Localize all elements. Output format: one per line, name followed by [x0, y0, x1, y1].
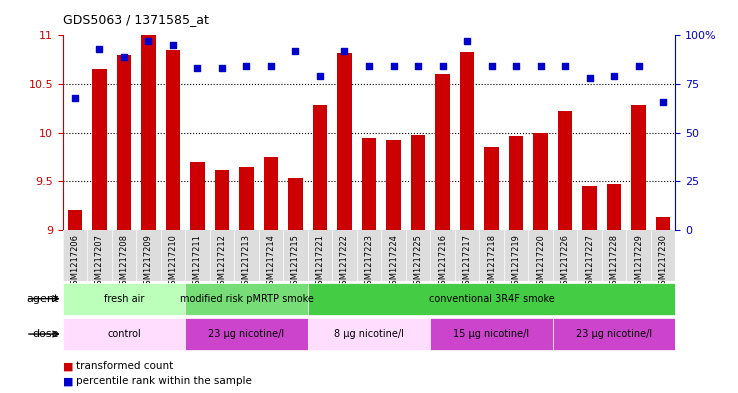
Bar — [141, 35, 156, 230]
Point — [314, 73, 326, 79]
Text: GSM1217221: GSM1217221 — [316, 234, 325, 290]
Point — [265, 63, 277, 70]
Text: GSM1217207: GSM1217207 — [95, 234, 104, 290]
Text: agent: agent — [27, 294, 59, 304]
Text: 15 μg nicotine/l: 15 μg nicotine/l — [453, 329, 530, 339]
Text: conventional 3R4F smoke: conventional 3R4F smoke — [429, 294, 554, 304]
Text: GSM1217227: GSM1217227 — [585, 234, 594, 290]
Bar — [165, 50, 180, 230]
Text: ■: ■ — [63, 361, 77, 371]
Point — [510, 63, 522, 70]
Point — [363, 63, 375, 70]
Text: GSM1217216: GSM1217216 — [438, 234, 447, 290]
Bar — [190, 162, 205, 230]
Point — [412, 63, 424, 70]
Point — [584, 75, 596, 81]
Bar — [263, 157, 278, 230]
Text: GSM1217208: GSM1217208 — [120, 234, 128, 290]
Bar — [239, 167, 254, 230]
Bar — [117, 55, 131, 230]
Text: transformed count: transformed count — [76, 361, 173, 371]
Bar — [313, 105, 328, 230]
Point — [289, 48, 301, 54]
Point — [534, 63, 546, 70]
Bar — [337, 53, 352, 230]
Point — [632, 63, 644, 70]
Text: GSM1217210: GSM1217210 — [168, 234, 177, 290]
Bar — [558, 111, 573, 230]
Bar — [508, 136, 523, 230]
Text: dose: dose — [32, 329, 59, 339]
Point — [559, 63, 571, 70]
Text: GSM1217222: GSM1217222 — [340, 234, 349, 290]
Point — [94, 46, 106, 52]
Text: GSM1217209: GSM1217209 — [144, 234, 153, 290]
Text: GSM1217224: GSM1217224 — [389, 234, 398, 290]
Bar — [185, 318, 308, 350]
Bar — [63, 283, 185, 314]
Bar — [288, 178, 303, 230]
Bar — [308, 283, 675, 314]
Point — [339, 48, 351, 54]
Bar — [582, 186, 597, 230]
Bar — [410, 134, 425, 230]
Text: GSM1217228: GSM1217228 — [610, 234, 618, 290]
Bar — [362, 138, 376, 230]
Point — [142, 38, 154, 44]
Point — [69, 94, 81, 101]
Point — [118, 53, 130, 60]
Bar — [533, 132, 548, 230]
Text: GSM1217225: GSM1217225 — [413, 234, 422, 290]
Bar — [215, 170, 230, 230]
Bar — [185, 283, 308, 314]
Point — [216, 65, 228, 72]
Text: GDS5063 / 1371585_at: GDS5063 / 1371585_at — [63, 13, 209, 26]
Bar — [484, 147, 499, 230]
Text: 23 μg nicotine/l: 23 μg nicotine/l — [576, 329, 652, 339]
Text: GSM1217212: GSM1217212 — [218, 234, 227, 290]
Point — [437, 63, 449, 70]
Text: GSM1217215: GSM1217215 — [291, 234, 300, 290]
Text: GSM1217213: GSM1217213 — [242, 234, 251, 290]
Bar — [607, 184, 621, 230]
Bar — [63, 318, 185, 350]
Text: GSM1217219: GSM1217219 — [511, 234, 520, 290]
Text: 8 μg nicotine/l: 8 μg nicotine/l — [334, 329, 404, 339]
Text: fresh air: fresh air — [104, 294, 144, 304]
Text: 23 μg nicotine/l: 23 μg nicotine/l — [208, 329, 285, 339]
Text: GSM1217211: GSM1217211 — [193, 234, 202, 290]
Point — [608, 73, 620, 79]
Text: ■: ■ — [63, 376, 77, 386]
Text: GSM1217217: GSM1217217 — [463, 234, 472, 290]
Text: control: control — [107, 329, 141, 339]
Point — [241, 63, 252, 70]
Text: GSM1217206: GSM1217206 — [71, 234, 80, 290]
Text: GSM1217230: GSM1217230 — [658, 234, 667, 290]
Bar — [92, 70, 107, 230]
Point — [461, 38, 473, 44]
Bar — [68, 211, 83, 230]
Bar — [631, 105, 646, 230]
Bar — [460, 52, 475, 230]
Bar — [435, 74, 450, 230]
Text: GSM1217218: GSM1217218 — [487, 234, 496, 290]
Text: percentile rank within the sample: percentile rank within the sample — [76, 376, 252, 386]
Text: GSM1217223: GSM1217223 — [365, 234, 373, 290]
Text: modified risk pMRTP smoke: modified risk pMRTP smoke — [179, 294, 314, 304]
Text: GSM1217214: GSM1217214 — [266, 234, 275, 290]
Bar — [655, 217, 670, 230]
Point — [192, 65, 204, 72]
Point — [657, 98, 669, 105]
Text: GSM1217226: GSM1217226 — [561, 234, 570, 290]
Text: GSM1217220: GSM1217220 — [536, 234, 545, 290]
Text: GSM1217229: GSM1217229 — [634, 234, 643, 290]
Point — [167, 42, 179, 48]
Bar — [553, 318, 675, 350]
Bar — [430, 318, 553, 350]
Point — [486, 63, 497, 70]
Point — [387, 63, 399, 70]
Bar — [386, 140, 401, 230]
Bar — [308, 318, 430, 350]
